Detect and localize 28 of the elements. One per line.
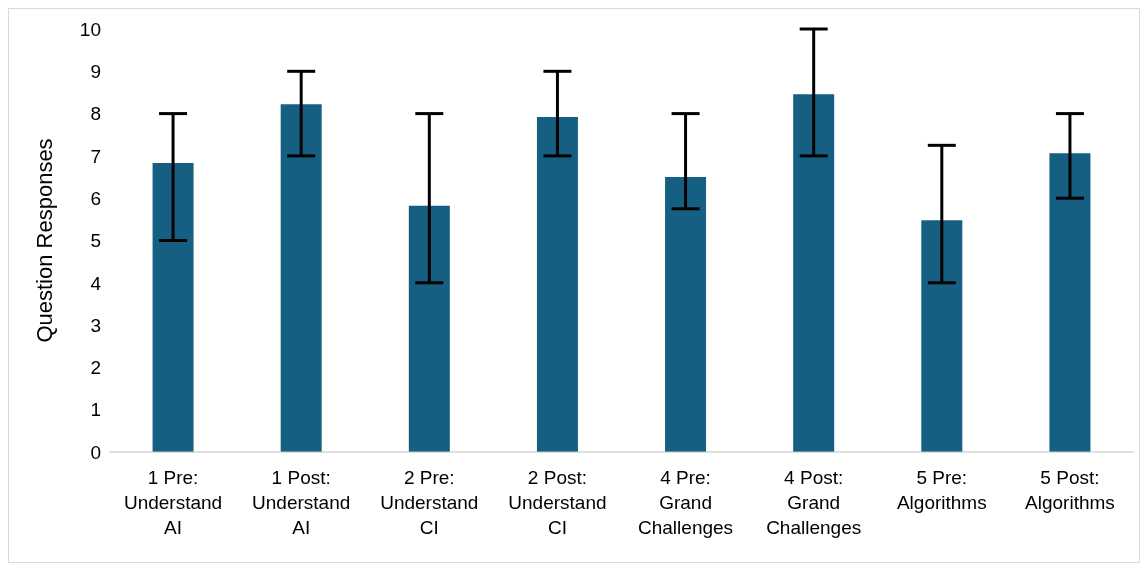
- y-tick-label: 6: [90, 187, 101, 209]
- bar: [152, 163, 194, 452]
- y-tick-label: 10: [79, 18, 101, 40]
- bar: [793, 94, 835, 452]
- y-tick-label: 9: [90, 61, 101, 83]
- bar: [1049, 153, 1091, 452]
- y-tick-label: 5: [90, 230, 101, 252]
- x-tick-label: 1 Post: Understand AI: [252, 467, 351, 538]
- bar: [665, 177, 707, 452]
- x-tick-label: 5 Pre: Algorithms: [896, 467, 987, 513]
- x-tick-label: 4 Pre: Grand Challenges: [638, 467, 734, 538]
- bar: [408, 205, 450, 452]
- x-tick-label: 2 Post: Understand CI: [508, 467, 607, 538]
- x-tick-label: 2 Pre: Understand CI: [380, 467, 479, 538]
- y-tick-label: 7: [90, 145, 101, 167]
- y-tick-label: 8: [90, 103, 101, 125]
- x-tick-label: 5 Post: Algorithms: [1025, 467, 1115, 513]
- bar: [921, 220, 963, 452]
- x-tick-label: 1 Pre: Understand AI: [123, 467, 223, 538]
- y-tick-label: 0: [90, 441, 101, 463]
- y-tick-label: 4: [90, 272, 102, 294]
- x-tick-label: 4 Post: Grand Challenges: [766, 467, 862, 538]
- bar: [536, 116, 578, 452]
- y-tick-label: 3: [90, 314, 101, 336]
- y-tick-label: 2: [90, 357, 101, 379]
- y-axis-title: Question Responses: [31, 138, 57, 343]
- bar: [280, 104, 322, 452]
- y-tick-label: 1: [90, 399, 101, 421]
